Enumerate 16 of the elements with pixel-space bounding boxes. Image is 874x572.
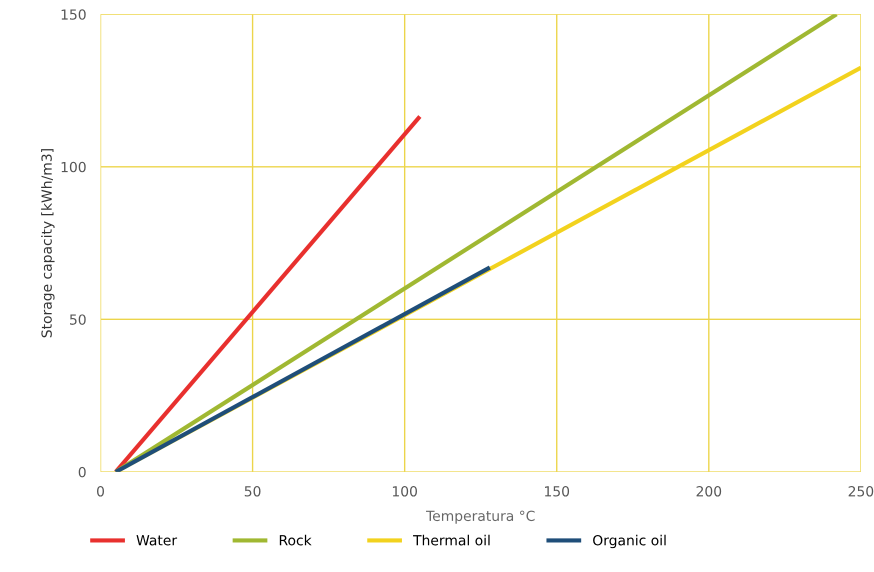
y-tick-label: 100: [62, 162, 86, 172]
x-tick-label: 200: [696, 486, 722, 497]
x-tick-label: 100: [392, 486, 417, 497]
legend-label: Water: [136, 535, 178, 546]
legend-label: Organic oil: [593, 534, 666, 548]
legend-label: Rock: [280, 534, 312, 546]
y-tick-label: 0: [78, 466, 86, 478]
y-tick-label: 50: [70, 314, 86, 325]
x-tick-label: 250: [848, 486, 874, 497]
y-tick-label: 150: [62, 9, 86, 20]
y-axis-title: Storage capacity [kWh/m3]: [41, 149, 55, 338]
x-tick-label: 50: [244, 486, 260, 497]
x-axis-title: Temperatura °C: [426, 510, 535, 524]
legend-label: Thermal oil: [413, 534, 490, 546]
x-tick-label: 150: [545, 486, 570, 497]
x-tick-label: 0: [97, 486, 104, 497]
